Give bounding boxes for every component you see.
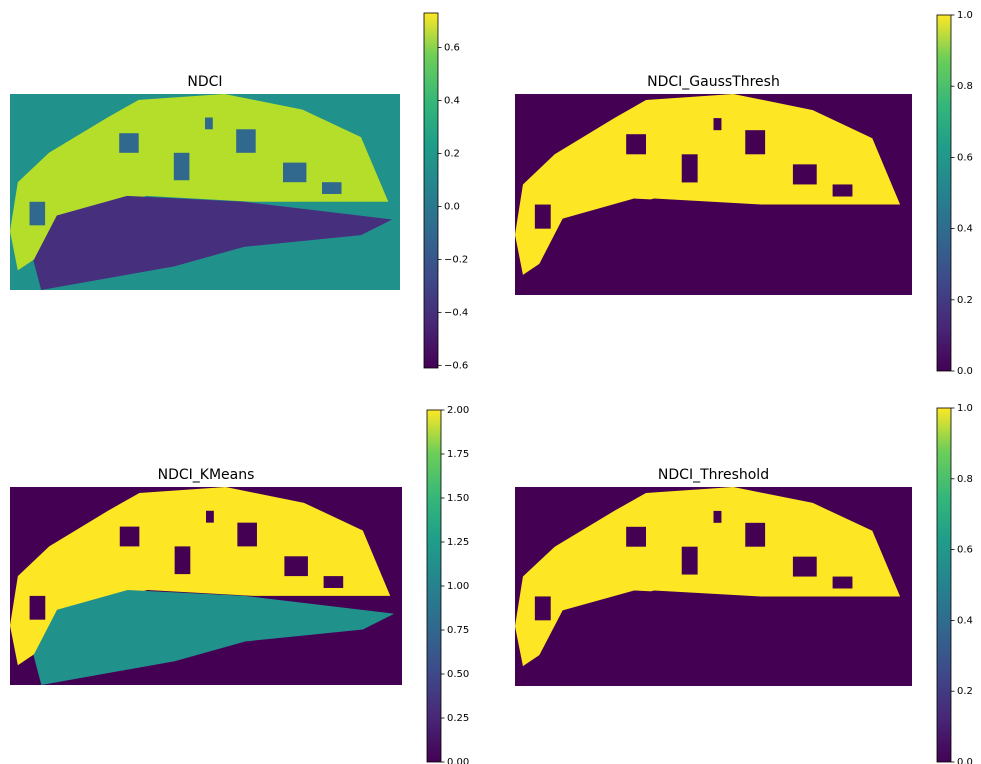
water-area [33,589,395,685]
land-area [515,487,901,667]
building [284,556,308,577]
building [745,522,766,547]
building [237,522,257,547]
colorbar-tick-label: 0.6 [957,152,973,163]
panel-title: NDCI_KMeans [158,467,255,483]
water-area [33,195,393,290]
panel: NDCI_Threshold 0.0 0.2 0.4 0.6 0.8 1.0 [515,403,973,764]
building [283,162,307,183]
colorbar-tick-label: 0.2 [444,148,460,159]
colorbar-tick-label: 0.6 [444,42,460,53]
panel: NDCI_GaussThresh 0.0 0.2 0.4 0.6 0.8 1.0 [515,10,973,377]
building [832,184,853,197]
building [713,510,722,523]
colorbar-tick-label: 1.25 [447,537,469,548]
building [792,556,817,577]
building [534,204,551,229]
colorbar-tick-label: 0.0 [957,757,973,764]
colorbar-tick-label: 0.00 [447,757,469,764]
water-area [538,198,905,295]
colorbar-tick-label: 0.25 [447,713,469,724]
colorbar-tick-label: 0.4 [957,224,973,235]
building [713,118,722,131]
panel-title: NDCI_Threshold [658,467,769,483]
colorbar [423,12,439,369]
building [534,596,551,621]
building [792,164,817,185]
building [745,130,766,155]
colorbar-tick-label: 0.2 [957,686,973,697]
colorbar-tick-label: 0.4 [957,615,973,626]
building [119,133,139,153]
colorbar-tick-label: 0.2 [957,295,973,306]
colorbar-tick-label: 0.6 [957,545,973,556]
building [29,595,46,620]
panel-title: NDCI [187,74,222,90]
colorbar-tick-label: 0.4 [444,95,460,106]
colorbar-tick-label: 1.00 [447,581,469,592]
colorbar-tick-label: 0.50 [447,669,469,680]
building [29,201,46,226]
panel-title: NDCI_GaussThresh [647,74,780,90]
building [626,134,647,155]
land-area [515,94,901,275]
panel: NDCI −0.6 −0.4 −0.2 0.0 0.2 0.4 0.6 [10,12,468,371]
building [174,546,191,575]
colorbar-tick-label: −0.2 [444,254,468,265]
panel: NDCI_KMeans 0.00 0.25 0.50 0.75 1.00 1.25 1.50 1… [10,405,469,764]
colorbar-tick-label: 1.0 [957,403,973,414]
water-area [538,590,905,686]
colorbar-tick-label: 1.50 [447,493,469,504]
colorbar-tick-label: 0.8 [957,81,973,92]
colorbar [936,14,952,372]
building [173,152,190,181]
colorbar-tick-label: 2.00 [447,405,469,416]
colorbar-tick-label: 0.0 [444,201,460,212]
colorbar [426,409,442,763]
colorbar-tick-label: 0.0 [957,366,973,377]
building [681,546,698,575]
building [832,576,853,589]
colorbar-tick-label: −0.4 [444,307,468,318]
colorbar-tick-label: 1.0 [957,10,973,21]
building [206,510,214,523]
colorbar [936,407,952,763]
colorbar-tick-label: 0.75 [447,625,469,636]
colorbar-tick-label: 1.75 [447,449,469,460]
colorbar-tick-label: −0.6 [444,360,468,371]
land-area [10,94,389,271]
colorbar-tick-label: 0.8 [957,474,973,485]
building [681,154,698,183]
building [236,129,256,153]
building [205,117,213,130]
building [119,526,140,547]
building [323,576,344,588]
land-area [10,487,391,666]
building [322,182,342,194]
building [626,526,647,547]
